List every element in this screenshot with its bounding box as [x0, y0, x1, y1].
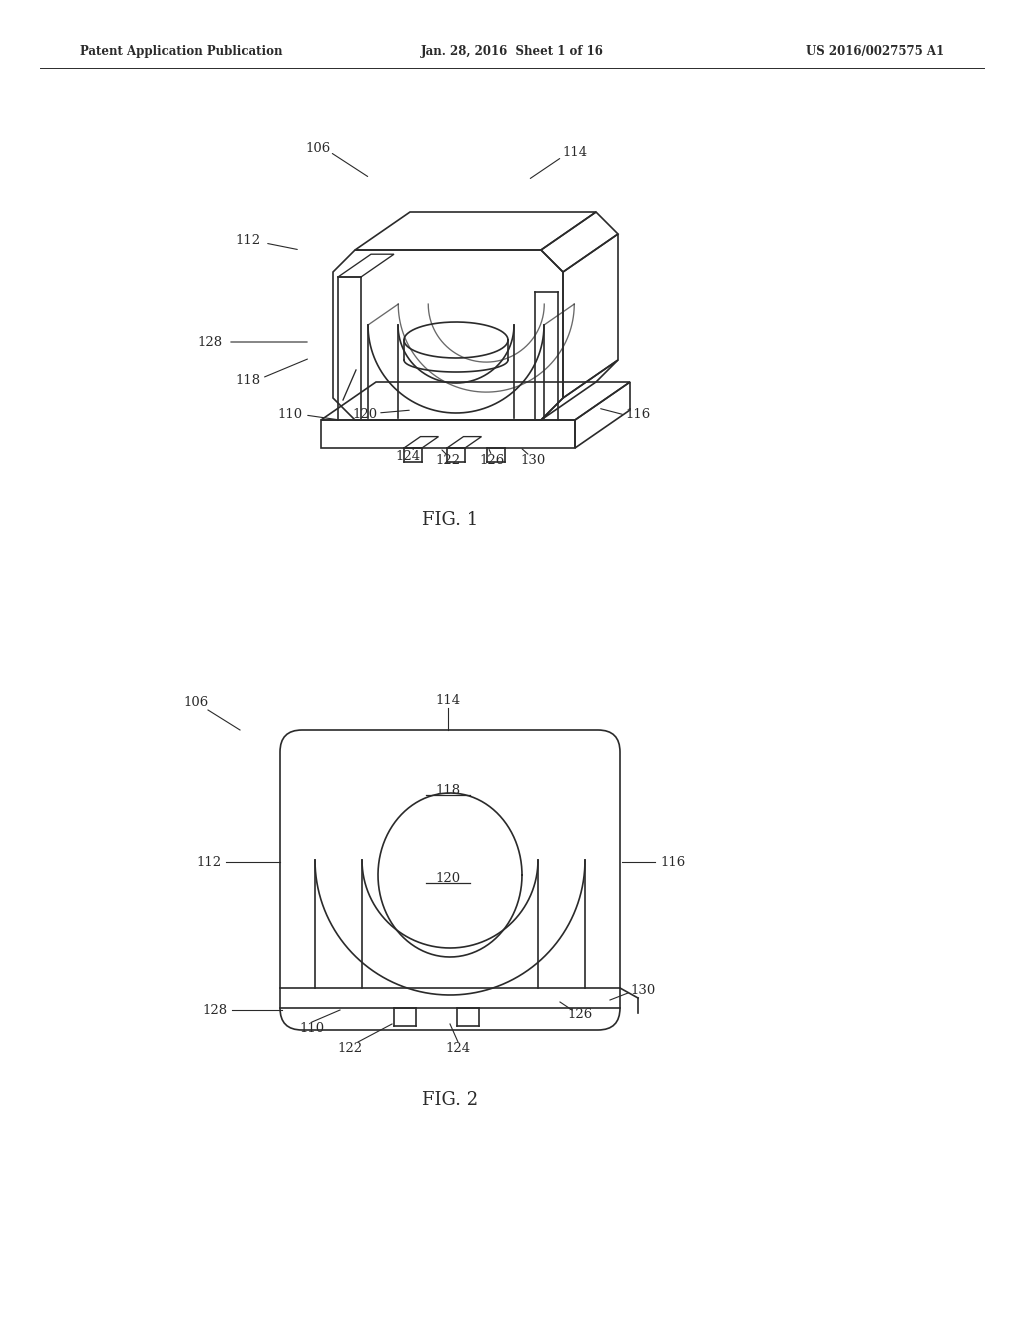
Text: FIG. 2: FIG. 2 [422, 1092, 478, 1109]
Text: 112: 112 [197, 855, 222, 869]
Text: 114: 114 [435, 693, 461, 706]
Text: 128: 128 [203, 1003, 228, 1016]
Text: 118: 118 [435, 784, 461, 796]
Text: 114: 114 [562, 145, 588, 158]
Text: 106: 106 [305, 141, 331, 154]
Text: Jan. 28, 2016  Sheet 1 of 16: Jan. 28, 2016 Sheet 1 of 16 [421, 45, 603, 58]
Text: 126: 126 [479, 454, 505, 466]
Text: 110: 110 [278, 408, 302, 421]
Text: 110: 110 [299, 1022, 325, 1035]
Text: 130: 130 [520, 454, 546, 466]
Text: 130: 130 [630, 983, 655, 997]
Text: 122: 122 [338, 1041, 362, 1055]
Text: US 2016/0027575 A1: US 2016/0027575 A1 [806, 45, 944, 58]
Text: Patent Application Publication: Patent Application Publication [80, 45, 283, 58]
Text: 118: 118 [236, 374, 260, 387]
Text: 124: 124 [445, 1041, 471, 1055]
Text: 126: 126 [567, 1008, 593, 1022]
Text: 124: 124 [395, 450, 421, 462]
Text: 112: 112 [236, 234, 260, 247]
Text: 116: 116 [660, 855, 685, 869]
Text: 120: 120 [435, 871, 461, 884]
Text: 106: 106 [183, 696, 209, 709]
Text: 116: 116 [626, 408, 650, 421]
Text: 128: 128 [198, 335, 222, 348]
Text: 120: 120 [352, 408, 378, 421]
Text: 122: 122 [435, 454, 461, 466]
Text: FIG. 1: FIG. 1 [422, 511, 478, 529]
